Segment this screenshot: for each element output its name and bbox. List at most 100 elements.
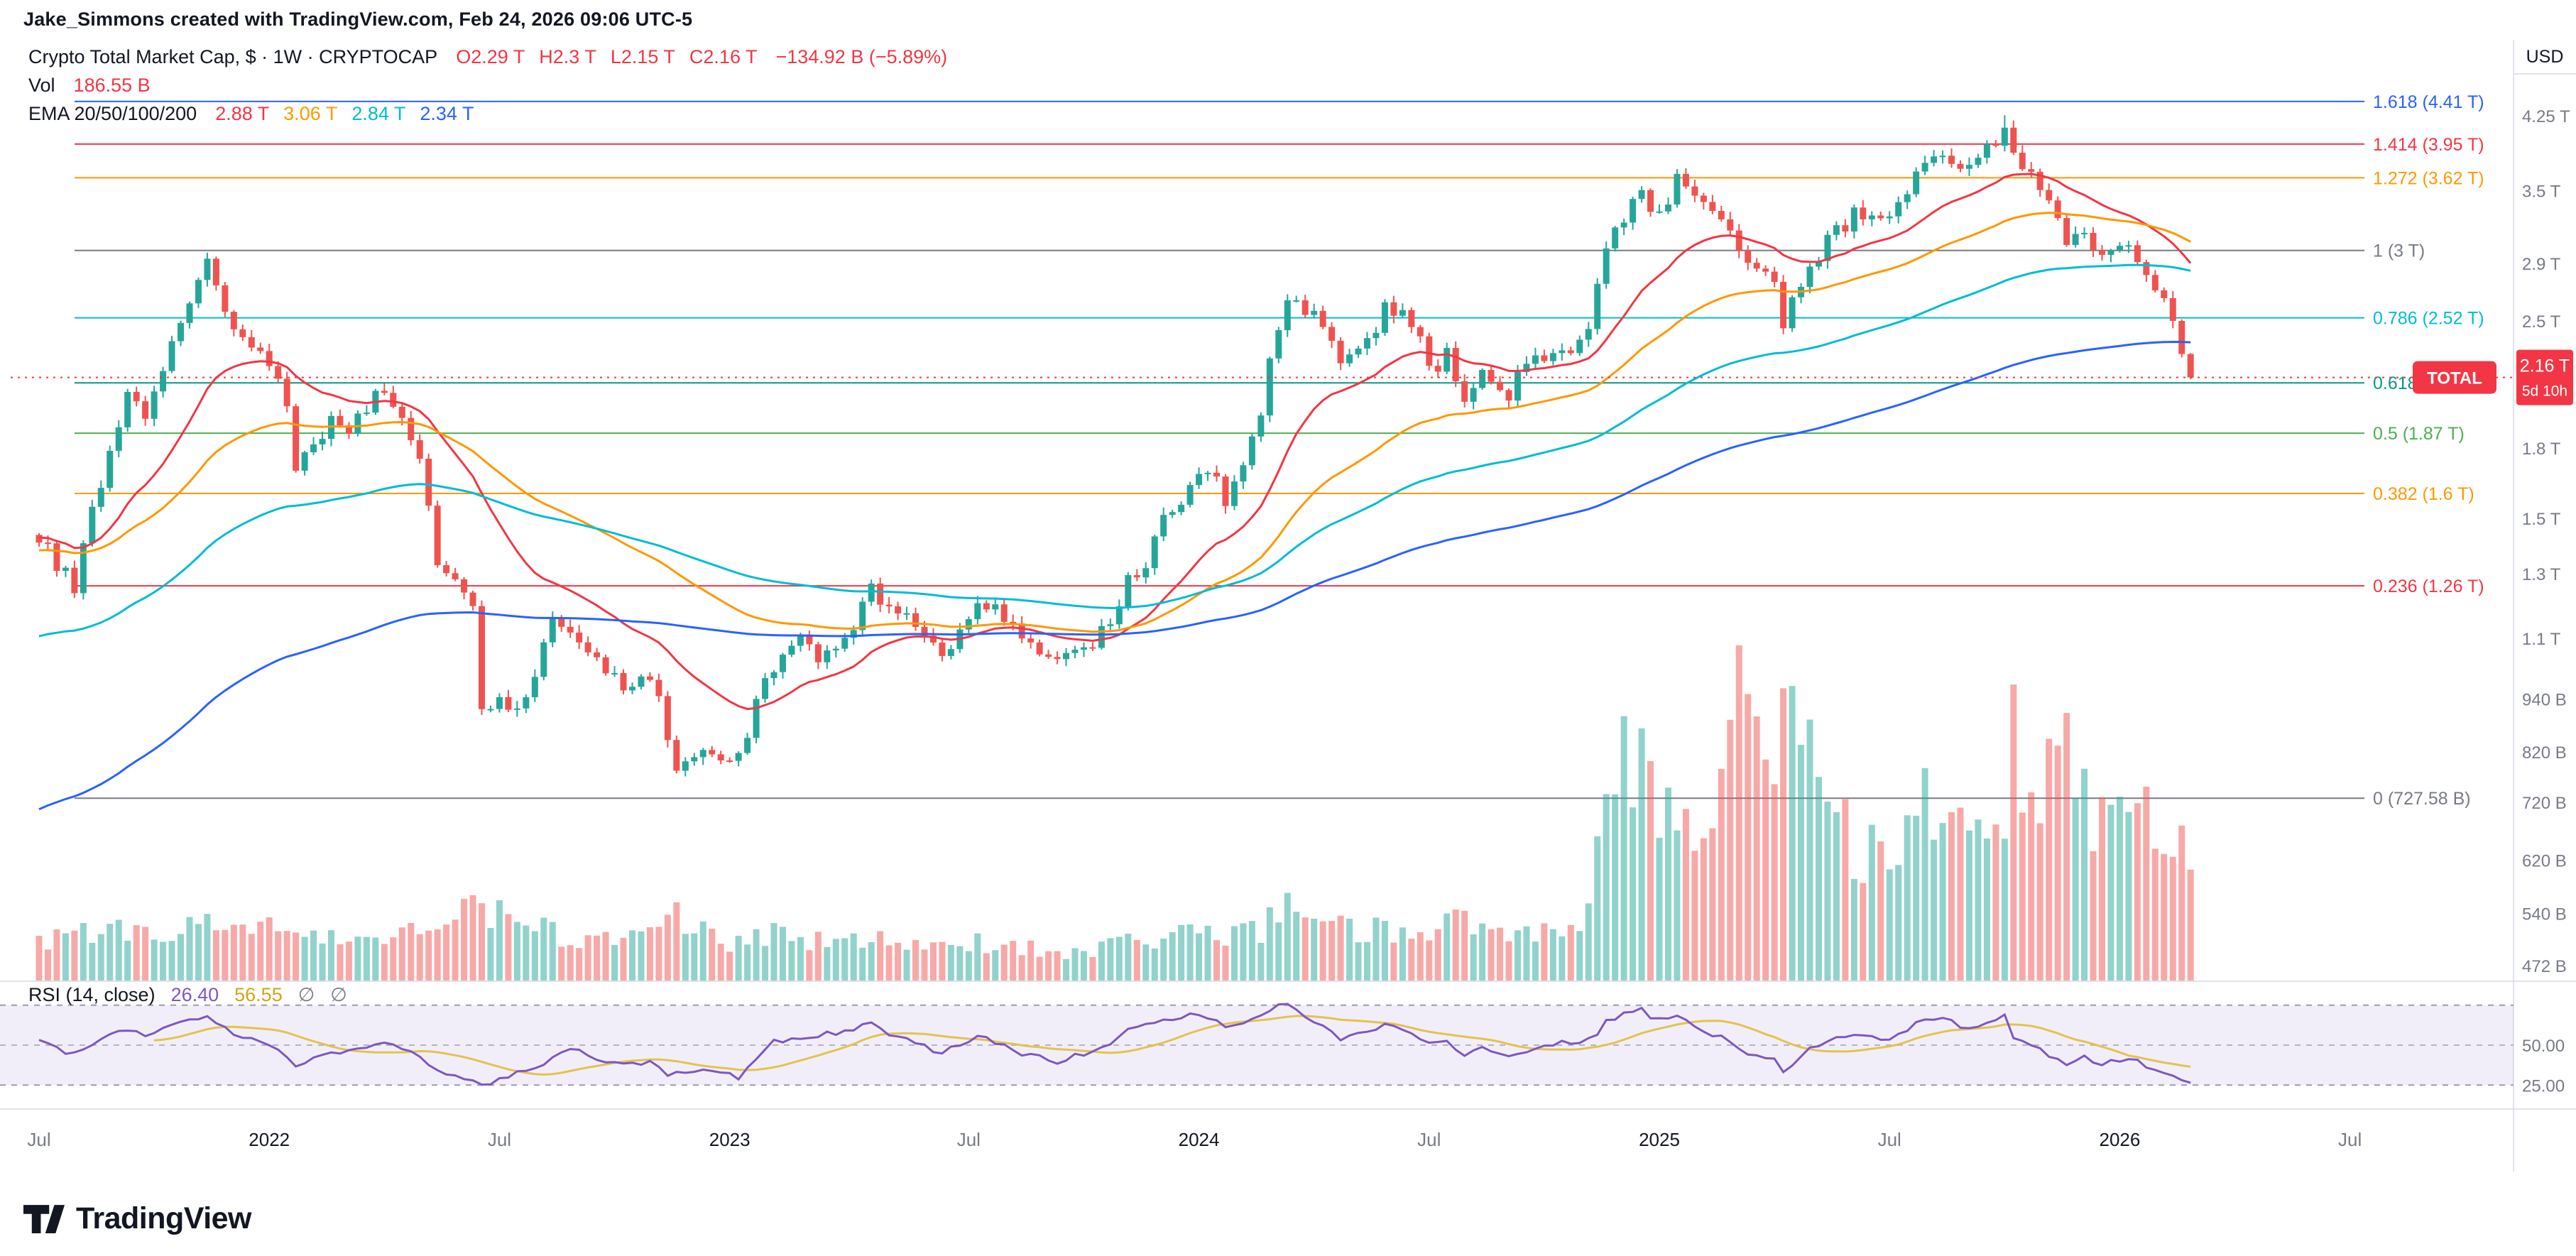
time-axis-label[interactable]: Jul (488, 1129, 511, 1150)
ema-legend-row[interactable]: EMA 20/50/100/200 2.88 T 3.06 T 2.84 T 2… (28, 99, 947, 128)
price-axis-currency[interactable]: USD (2526, 47, 2564, 67)
ohlc-high-value: 2.3 T (552, 46, 596, 67)
rsi-legend-row[interactable]: RSI (14, close) 26.40 56.55 ∅ ∅ (28, 984, 347, 1006)
time-axis-label[interactable]: Jul (2338, 1129, 2362, 1150)
candle-body (806, 634, 813, 645)
time-axis-label[interactable]: Jul (27, 1129, 50, 1150)
volume-bar (841, 938, 848, 981)
volume-bar (1417, 932, 1424, 981)
candle-body (753, 699, 760, 738)
candle-body (310, 444, 317, 453)
volume-bar (1452, 910, 1459, 981)
rsi-divergence-1: ∅ (298, 984, 315, 1005)
symbol-legend-row[interactable]: Crypto Total Market Cap, $ · 1W · CRYPTO… (28, 43, 947, 71)
volume-bar (717, 944, 724, 981)
candle-body (151, 391, 158, 419)
candle-body (628, 687, 635, 691)
volume-bar (487, 928, 494, 981)
ohlc-close-label: C (689, 46, 704, 67)
candle-body (1638, 190, 1645, 200)
volume-bar (337, 944, 344, 981)
candle-body (1080, 647, 1087, 650)
ema-values: 2.88 T 3.06 T 2.84 T 2.34 T (215, 99, 474, 128)
candle-body (266, 351, 273, 366)
candle-body (1434, 366, 1441, 372)
current-price-axis-label (2516, 349, 2573, 405)
volume-bar (753, 929, 760, 981)
candle-body (602, 657, 609, 674)
volume-bar (1523, 926, 1530, 981)
time-axis-label[interactable]: Jul (1417, 1129, 1441, 1150)
time-axis-label[interactable]: 2024 (1179, 1129, 1220, 1150)
candle-body (885, 604, 893, 607)
volume-bar (1328, 921, 1336, 981)
symbol-title[interactable]: Crypto Total Market Cap, $ · 1W · CRYPTO… (28, 46, 438, 67)
volume-bar (1664, 787, 1671, 981)
candle-body (797, 634, 804, 646)
candle-body (469, 592, 476, 606)
volume-bar (1301, 917, 1309, 981)
volume-bar (1266, 907, 1273, 981)
tradingview-branding[interactable]: TradingView (23, 1201, 252, 1236)
volume-bar (735, 935, 742, 981)
volume-bar (266, 917, 273, 981)
candle-body (1364, 338, 1370, 349)
price-axis-tick: 720 B (2522, 794, 2567, 813)
volume-bar (2161, 853, 2168, 981)
candle-body (965, 619, 972, 630)
candle-body (381, 391, 388, 393)
candle-body (1479, 370, 1486, 388)
volume-bar (895, 942, 902, 981)
candle-body (1576, 339, 1583, 354)
ohlc-open: O2.29 T (456, 43, 525, 71)
candle-body (1142, 568, 1150, 578)
volume-bar (1868, 824, 1875, 981)
candle-body (487, 709, 494, 711)
volume-bar (1337, 915, 1344, 981)
volume-bar (2169, 856, 2176, 981)
time-axis-label[interactable]: 2023 (709, 1129, 751, 1150)
volume-bar (929, 942, 937, 981)
volume-bar (602, 932, 609, 981)
volume-bar (523, 925, 530, 981)
volume-bar (1372, 917, 1380, 981)
volume-bar (151, 939, 158, 981)
time-axis-label[interactable]: Jul (957, 1129, 981, 1150)
volume-bar (531, 931, 538, 981)
total-tag[interactable] (2413, 361, 2496, 394)
time-axis-label[interactable]: 2025 (1639, 1129, 1680, 1150)
volume-bar (1931, 839, 1938, 981)
candle-body (89, 506, 96, 544)
time-axis-label[interactable]: 2022 (249, 1129, 290, 1150)
candle-body (1115, 606, 1123, 625)
price-axis-tick: 1.5 T (2522, 510, 2561, 529)
candle-body (1585, 329, 1592, 340)
volume-bar (2046, 738, 2053, 981)
candle-body (709, 750, 716, 755)
volume-bar (594, 935, 601, 981)
candle-body (354, 413, 361, 434)
candle-body (1824, 234, 1831, 261)
candle-body (425, 459, 432, 506)
candle-body (443, 565, 450, 574)
volume-bar (1753, 716, 1760, 981)
time-axis-label[interactable]: 2026 (2100, 1129, 2141, 1150)
candle-body (540, 642, 547, 677)
candle-body (1125, 575, 1132, 607)
candle-body (513, 708, 520, 710)
candle-body (71, 567, 78, 594)
volume-bar (1939, 823, 1946, 981)
candle-body (859, 601, 866, 630)
volume-bar (133, 925, 140, 981)
volume-bar (797, 936, 804, 981)
volume-bar (974, 933, 981, 981)
candle-body (1284, 300, 1291, 331)
fib-label-0.382: 0.382 (1.6 T) (2373, 484, 2474, 504)
time-axis-label[interactable]: Jul (1878, 1129, 1901, 1150)
volume-bar (2063, 713, 2070, 981)
candle-body (921, 626, 928, 636)
candle-body (974, 603, 981, 620)
volume-legend-row[interactable]: Vol 186.55 B (28, 71, 947, 99)
candle-body (1957, 163, 1964, 169)
